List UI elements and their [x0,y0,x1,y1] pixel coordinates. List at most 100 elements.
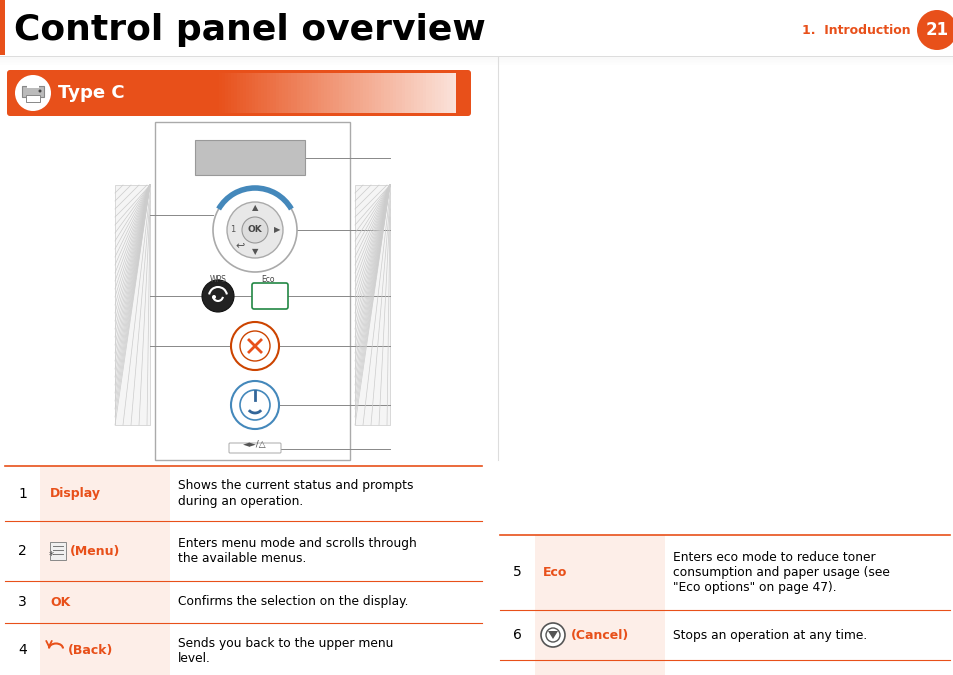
FancyBboxPatch shape [408,73,411,113]
FancyBboxPatch shape [254,73,258,113]
FancyBboxPatch shape [233,73,237,113]
Text: Eco: Eco [542,566,567,579]
Text: Shows the current status and prompts
during an operation.: Shows the current status and prompts dur… [178,479,413,508]
Text: 5: 5 [513,566,521,580]
FancyBboxPatch shape [317,73,321,113]
Text: Stops an operation at any time.: Stops an operation at any time. [672,628,866,641]
FancyBboxPatch shape [154,122,350,460]
Text: ▲: ▲ [252,203,258,213]
FancyBboxPatch shape [355,185,390,425]
FancyBboxPatch shape [229,443,281,453]
Text: ↩: ↩ [235,240,244,250]
FancyBboxPatch shape [324,73,327,113]
FancyBboxPatch shape [411,73,414,113]
FancyBboxPatch shape [237,73,240,113]
Text: Eco: Eco [261,275,274,284]
Text: 1.  Introduction: 1. Introduction [801,24,910,36]
Text: (Cancel): (Cancel) [571,628,629,641]
Text: 21: 21 [924,21,947,39]
Text: ▶: ▶ [274,225,280,234]
FancyBboxPatch shape [372,73,375,113]
Text: ◄►/△: ◄►/△ [243,441,267,450]
FancyBboxPatch shape [0,55,953,57]
FancyBboxPatch shape [401,73,405,113]
Circle shape [916,10,953,50]
FancyBboxPatch shape [40,623,170,675]
Text: (Back): (Back) [68,644,113,657]
Text: WPS: WPS [210,275,226,284]
FancyBboxPatch shape [398,73,401,113]
Circle shape [227,202,283,258]
Text: 3: 3 [18,595,27,609]
FancyBboxPatch shape [333,73,335,113]
FancyBboxPatch shape [267,73,270,113]
FancyBboxPatch shape [351,73,354,113]
FancyBboxPatch shape [258,73,261,113]
Text: OK: OK [248,225,262,234]
FancyBboxPatch shape [282,73,285,113]
FancyBboxPatch shape [194,140,305,175]
FancyBboxPatch shape [321,73,324,113]
FancyBboxPatch shape [26,95,40,102]
Circle shape [240,390,270,420]
FancyBboxPatch shape [0,57,953,59]
FancyBboxPatch shape [261,73,264,113]
FancyBboxPatch shape [246,73,249,113]
FancyBboxPatch shape [419,73,423,113]
Text: OK: OK [50,595,71,608]
Text: ▼: ▼ [252,248,258,256]
FancyBboxPatch shape [40,466,170,521]
FancyBboxPatch shape [432,73,435,113]
FancyBboxPatch shape [429,73,432,113]
FancyBboxPatch shape [231,73,233,113]
Text: 4: 4 [18,643,27,657]
FancyBboxPatch shape [535,535,664,610]
FancyBboxPatch shape [291,73,294,113]
FancyBboxPatch shape [314,73,317,113]
Text: *: * [49,551,54,561]
FancyBboxPatch shape [342,73,345,113]
FancyBboxPatch shape [405,73,408,113]
FancyBboxPatch shape [243,73,246,113]
FancyBboxPatch shape [369,73,372,113]
FancyBboxPatch shape [288,73,291,113]
Text: 2: 2 [18,544,27,558]
FancyBboxPatch shape [416,73,419,113]
FancyBboxPatch shape [115,185,150,425]
FancyBboxPatch shape [306,73,309,113]
FancyBboxPatch shape [249,73,252,113]
Text: Type C: Type C [58,84,125,102]
FancyBboxPatch shape [309,73,312,113]
FancyBboxPatch shape [387,73,390,113]
Circle shape [231,322,278,370]
Circle shape [38,90,42,92]
Text: Display: Display [50,487,101,500]
FancyBboxPatch shape [356,73,359,113]
Text: 6: 6 [513,628,521,642]
FancyBboxPatch shape [330,73,333,113]
FancyBboxPatch shape [7,70,471,116]
FancyBboxPatch shape [273,73,275,113]
FancyBboxPatch shape [444,73,447,113]
FancyBboxPatch shape [303,73,306,113]
FancyBboxPatch shape [375,73,377,113]
FancyBboxPatch shape [300,73,303,113]
FancyBboxPatch shape [312,73,314,113]
FancyBboxPatch shape [0,0,5,55]
Circle shape [540,623,564,647]
FancyBboxPatch shape [294,73,296,113]
Circle shape [231,381,278,429]
Circle shape [545,628,559,642]
FancyBboxPatch shape [535,610,664,660]
FancyBboxPatch shape [447,73,450,113]
Circle shape [240,331,270,361]
FancyBboxPatch shape [264,73,267,113]
Text: Enters eco mode to reduce toner
consumption and paper usage (see
"Eco options" o: Enters eco mode to reduce toner consumpt… [672,551,889,594]
Circle shape [15,75,51,111]
FancyBboxPatch shape [279,73,282,113]
FancyBboxPatch shape [450,73,453,113]
FancyBboxPatch shape [395,73,398,113]
Polygon shape [547,631,558,639]
Circle shape [213,188,296,272]
FancyBboxPatch shape [423,73,426,113]
